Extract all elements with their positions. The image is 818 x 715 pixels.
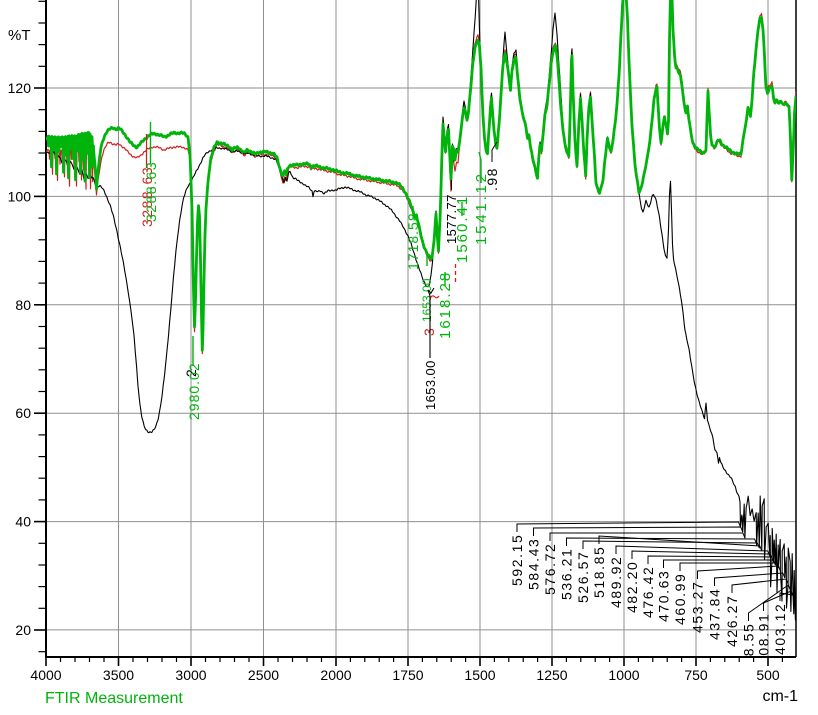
svg-text:cm-1: cm-1 <box>762 688 798 705</box>
svg-text:3: 3 <box>421 328 437 336</box>
svg-text:%T: %T <box>8 27 31 44</box>
svg-text:1718.58: 1718.58 <box>405 212 421 270</box>
svg-text:470.63: 470.63 <box>656 570 672 622</box>
svg-text:60: 60 <box>15 405 31 421</box>
svg-text:1653.00: 1653.00 <box>423 360 438 410</box>
svg-text:1000: 1000 <box>608 667 639 683</box>
svg-text:2000: 2000 <box>320 667 351 683</box>
svg-text:1500: 1500 <box>464 667 495 683</box>
svg-text:1618.28: 1618.28 <box>437 271 454 339</box>
svg-text:500: 500 <box>756 667 780 683</box>
svg-text:536.21: 536.21 <box>559 548 575 600</box>
svg-text:1541.12: 1541.12 <box>473 171 490 245</box>
svg-text:.98: .98 <box>484 167 500 191</box>
svg-text:408.91: 408.91 <box>756 613 772 665</box>
svg-text:2500: 2500 <box>248 667 279 683</box>
svg-text:592.15: 592.15 <box>509 534 525 586</box>
svg-text:518.85: 518.85 <box>591 546 607 598</box>
svg-text:1750: 1750 <box>392 667 423 683</box>
svg-text:437.84: 437.84 <box>707 588 723 640</box>
svg-text:489.92: 489.92 <box>608 556 624 608</box>
svg-text:403.12: 403.12 <box>772 603 788 655</box>
svg-text:120: 120 <box>8 80 32 96</box>
svg-text:526.57: 526.57 <box>575 551 591 603</box>
svg-text:3500: 3500 <box>103 667 134 683</box>
svg-text:453.27: 453.27 <box>690 581 706 633</box>
svg-text:20: 20 <box>15 622 31 638</box>
svg-text:2: 2 <box>183 369 199 377</box>
svg-text:1560.41: 1560.41 <box>454 195 471 263</box>
svg-text:3000: 3000 <box>175 667 206 683</box>
svg-text:460.99: 460.99 <box>672 573 688 625</box>
svg-text:80: 80 <box>15 297 31 313</box>
svg-text:4000: 4000 <box>30 667 61 683</box>
svg-text:584.43: 584.43 <box>526 538 542 590</box>
svg-text:476.42: 476.42 <box>640 566 656 618</box>
svg-text:426.27: 426.27 <box>724 595 740 647</box>
svg-text:750: 750 <box>684 667 708 683</box>
svg-text:1250: 1250 <box>536 667 567 683</box>
svg-text:3288.63: 3288.63 <box>139 166 155 227</box>
svg-text:576.72: 576.72 <box>542 543 558 595</box>
svg-text:3288.63: 3288.63 <box>143 161 159 222</box>
svg-text:1653.00: 1653.00 <box>420 278 434 322</box>
svg-text:2980.02: 2980.02 <box>186 362 202 420</box>
svg-text:40: 40 <box>15 514 31 530</box>
svg-text:482.20: 482.20 <box>624 561 640 613</box>
svg-text:418.55: 418.55 <box>741 623 757 675</box>
svg-text:100: 100 <box>8 188 32 204</box>
svg-text:FTIR Measurement: FTIR Measurement <box>45 690 183 707</box>
svg-text:1577.77: 1577.77 <box>444 194 459 244</box>
